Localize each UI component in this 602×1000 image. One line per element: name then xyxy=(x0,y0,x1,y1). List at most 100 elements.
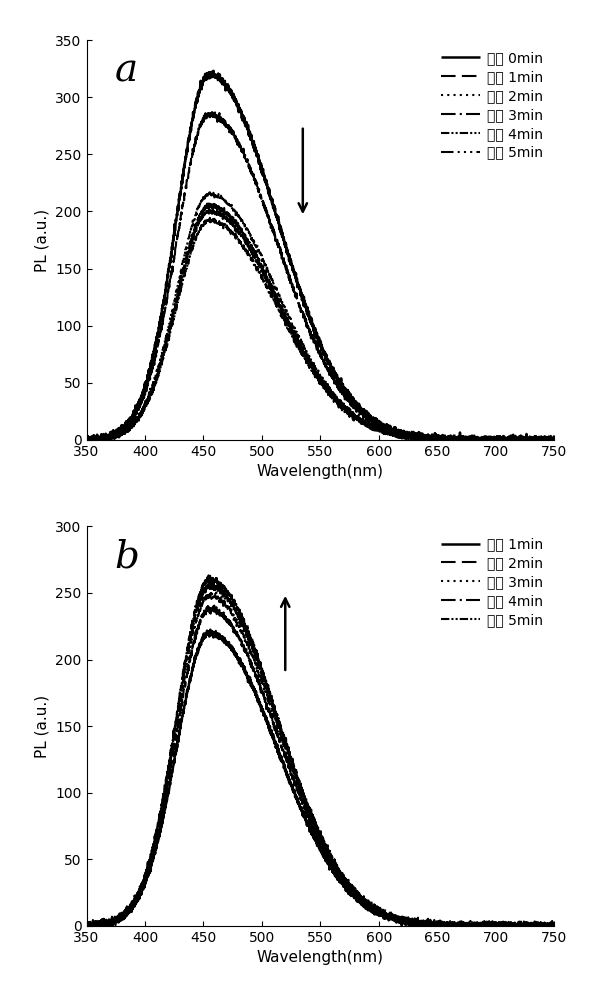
X-axis label: Wavelength(nm): Wavelength(nm) xyxy=(257,464,384,479)
断电 3min xyxy=(83,917,90,929)
通电 5min xyxy=(542,434,549,446)
通电 4min xyxy=(541,434,548,446)
通电 0min xyxy=(283,242,290,254)
断电 5min xyxy=(205,569,213,581)
断电 1min xyxy=(164,788,172,800)
通电 1min xyxy=(137,399,144,411)
Legend: 通电 0min, 通电 1min, 通电 2min, 通电 3min, 通电 4min, 通电 5min: 通电 0min, 通电 1min, 通电 2min, 通电 3min, 通电 4… xyxy=(437,47,547,164)
通电 0min xyxy=(551,434,558,446)
Line: 通电 1min: 通电 1min xyxy=(87,112,554,440)
通电 2min xyxy=(491,434,498,446)
Line: 断电 3min: 断电 3min xyxy=(87,592,554,926)
通电 4min xyxy=(164,332,171,344)
通电 2min xyxy=(283,305,290,317)
通电 3min xyxy=(83,434,90,446)
Y-axis label: PL (a.u.): PL (a.u.) xyxy=(35,208,50,272)
通电 4min xyxy=(551,434,558,446)
断电 4min xyxy=(491,917,498,929)
通电 2min xyxy=(136,408,143,420)
断电 2min xyxy=(262,698,270,710)
Line: 断电 5min: 断电 5min xyxy=(87,575,554,926)
断电 2min xyxy=(491,920,498,932)
断电 5min xyxy=(491,916,498,928)
断电 1min xyxy=(206,624,214,636)
通电 4min xyxy=(283,313,290,325)
通电 5min xyxy=(137,407,144,419)
通电 5min xyxy=(83,434,90,446)
Line: 通电 4min: 通电 4min xyxy=(87,209,554,440)
通电 0min xyxy=(542,433,549,445)
Line: 通电 3min: 通电 3min xyxy=(87,202,554,440)
通电 0min xyxy=(210,65,217,77)
断电 5min xyxy=(542,920,549,932)
通电 5min xyxy=(491,432,498,444)
Y-axis label: PL (a.u.): PL (a.u.) xyxy=(35,695,50,758)
通电 3min xyxy=(542,434,549,446)
Legend: 断电 1min, 断电 2min, 断电 3min, 断电 4min, 断电 5min: 断电 1min, 断电 2min, 断电 3min, 断电 4min, 断电 5… xyxy=(437,533,547,631)
断电 3min xyxy=(83,920,90,932)
Line: 断电 4min: 断电 4min xyxy=(87,583,554,926)
通电 3min xyxy=(491,434,498,446)
通电 5min xyxy=(283,320,290,332)
通电 2min xyxy=(83,434,90,446)
通电 4min xyxy=(205,203,213,215)
通电 4min xyxy=(262,275,270,287)
Line: 通电 0min: 通电 0min xyxy=(87,71,554,440)
通电 2min xyxy=(262,262,270,274)
断电 4min xyxy=(283,743,290,755)
通电 1min xyxy=(209,106,217,118)
通电 3min xyxy=(137,409,144,421)
通电 0min xyxy=(164,271,172,283)
Text: b: b xyxy=(114,538,140,575)
通电 1min xyxy=(551,434,558,446)
通电 0min xyxy=(83,430,90,442)
通电 5min xyxy=(262,279,270,291)
断电 4min xyxy=(136,886,143,898)
断电 5min xyxy=(137,884,144,896)
Line: 通电 2min: 通电 2min xyxy=(87,192,554,440)
断电 5min xyxy=(83,918,90,930)
断电 2min xyxy=(137,886,144,898)
通电 1min xyxy=(542,434,549,446)
通电 0min xyxy=(262,176,270,188)
通电 0min xyxy=(491,433,498,445)
断电 2min xyxy=(83,919,90,931)
通电 1min xyxy=(83,433,90,445)
断电 3min xyxy=(551,920,558,932)
通电 5min xyxy=(164,337,172,349)
通电 4min xyxy=(491,434,498,446)
断电 3min xyxy=(491,918,498,930)
断电 5min xyxy=(83,920,90,932)
断电 1min xyxy=(83,918,90,930)
断电 3min xyxy=(137,883,144,895)
断电 1min xyxy=(137,888,144,900)
断电 2min xyxy=(164,778,172,790)
通电 1min xyxy=(262,206,270,218)
通电 2min xyxy=(206,186,213,198)
断电 1min xyxy=(551,918,558,930)
断电 4min xyxy=(83,920,90,932)
通电 5min xyxy=(83,433,90,445)
Line: 断电 1min: 断电 1min xyxy=(87,630,554,926)
断电 3min xyxy=(164,770,172,782)
断电 2min xyxy=(551,920,558,932)
断电 3min xyxy=(262,688,270,700)
断电 5min xyxy=(262,675,270,687)
断电 5min xyxy=(283,738,290,750)
Text: a: a xyxy=(114,52,138,89)
断电 3min xyxy=(542,920,549,932)
断电 2min xyxy=(542,920,549,932)
断电 4min xyxy=(205,577,212,589)
断电 1min xyxy=(262,714,270,726)
通电 1min xyxy=(283,261,290,273)
断电 5min xyxy=(551,920,558,932)
通电 1min xyxy=(83,434,90,446)
断电 4min xyxy=(551,920,558,932)
通电 4min xyxy=(83,434,90,446)
断电 3min xyxy=(283,749,290,761)
通电 3min xyxy=(262,270,270,282)
通电 5min xyxy=(551,434,558,446)
通电 3min xyxy=(551,432,558,444)
通电 4min xyxy=(136,409,143,421)
通电 0min xyxy=(137,394,144,406)
